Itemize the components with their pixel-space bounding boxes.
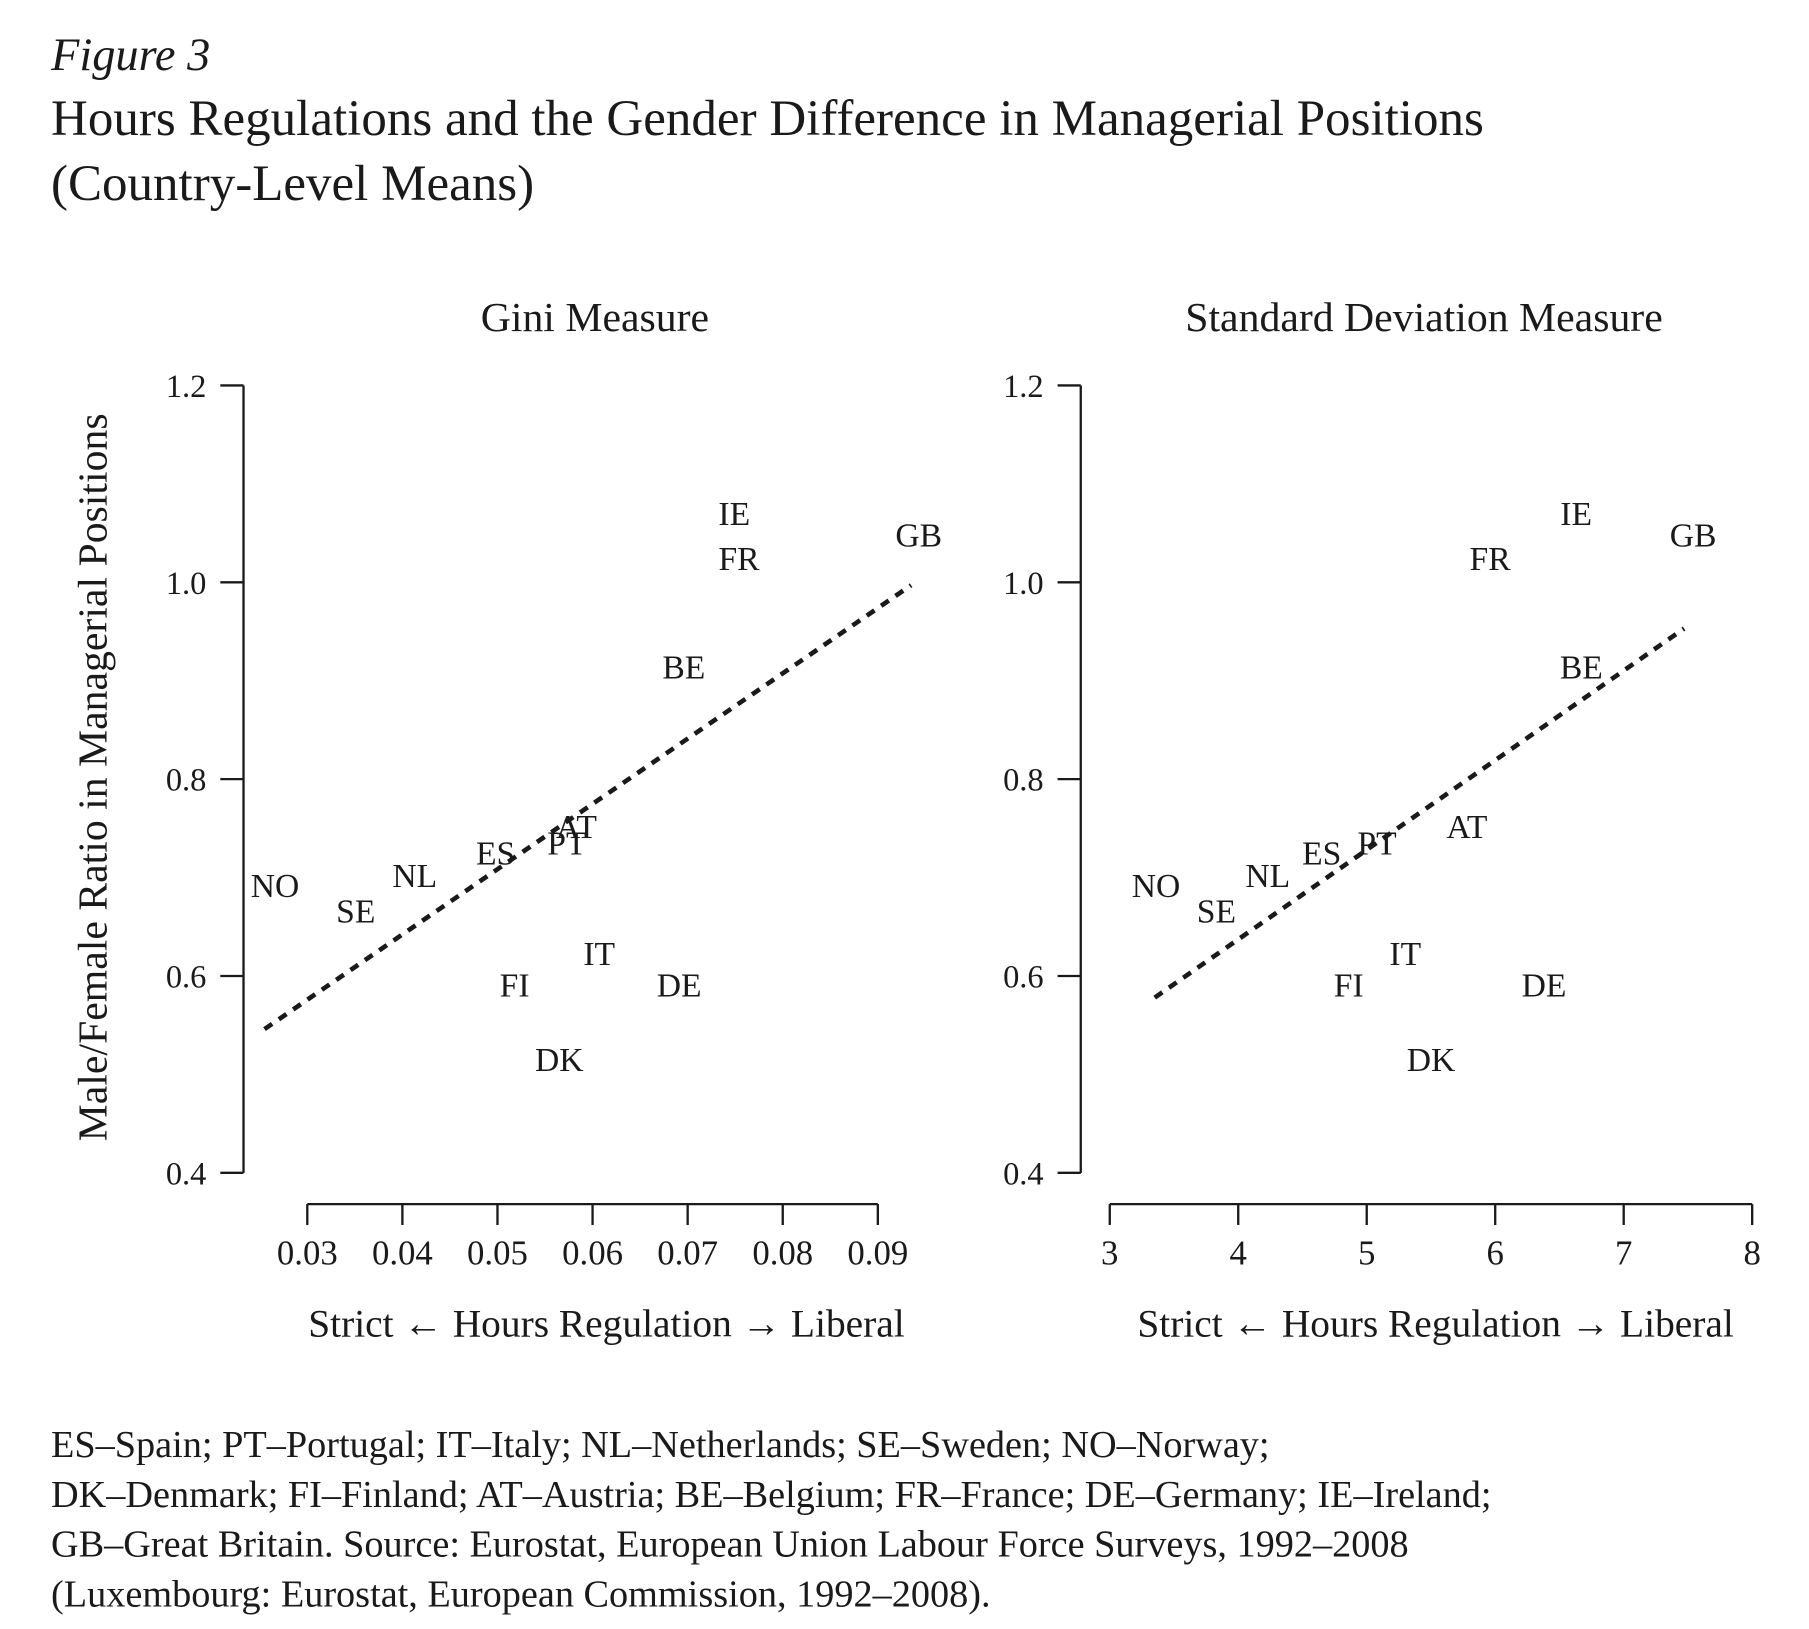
figure-label: Figure 3 [50, 30, 210, 81]
point-label: SE [336, 894, 375, 931]
point-label: FR [718, 541, 760, 578]
y-tick-label: 1.0 [166, 566, 207, 602]
y-tick-label: 0.4 [1003, 1156, 1044, 1192]
point-label: NO [251, 868, 300, 905]
point-label: ES [1302, 836, 1341, 873]
point-label: IT [1389, 936, 1421, 973]
point-label: DK [1407, 1042, 1456, 1079]
point-label: IT [583, 936, 615, 973]
caption-line: GB–Great Britain. Source: Eurostat, Euro… [51, 1524, 1409, 1566]
point-label: PT [547, 826, 586, 863]
y-tick-label: 0.4 [166, 1156, 207, 1192]
point-label: GB [895, 518, 942, 555]
x-tick-label: 0.04 [372, 1233, 433, 1272]
caption-line: ES–Spain; PT–Portugal; IT–Italy; NL–Neth… [51, 1424, 1270, 1466]
point-label: BE [662, 650, 705, 687]
y-tick-label: 1.0 [1003, 566, 1044, 602]
y-tick-label: 0.8 [1003, 763, 1044, 799]
chart-title: Standard Deviation Measure [1185, 295, 1662, 341]
y-tick-label: 0.8 [166, 763, 207, 799]
x-axis-label: Strict ← Hours Regulation → Liberal [308, 1301, 905, 1345]
x-tick-label: 6 [1487, 1233, 1504, 1272]
x-tick-label: 0.08 [752, 1233, 813, 1272]
y-axis-label: Male/Female Ratio in Managerial Position… [71, 413, 117, 1141]
chart-title: Gini Measure [481, 295, 709, 341]
point-label: AT [556, 809, 597, 846]
point-label: FI [1334, 967, 1364, 1004]
trend-line [1153, 626, 1686, 1000]
point-label: NO [1132, 868, 1181, 905]
point-label: NL [1245, 858, 1290, 895]
x-tick-label: 3 [1101, 1233, 1118, 1272]
point-label: AT [1446, 809, 1487, 846]
x-axis-label: Strict ← Hours Regulation → Liberal [1137, 1301, 1734, 1345]
y-tick-label: 0.6 [166, 960, 207, 996]
point-label: DK [535, 1042, 584, 1079]
y-tick-label: 0.6 [1003, 960, 1044, 996]
x-tick-label: 0.03 [277, 1233, 338, 1272]
x-tick-label: 0.06 [562, 1233, 623, 1272]
point-label: BE [1560, 650, 1603, 687]
trend-line [263, 583, 913, 1032]
point-label: SE [1197, 894, 1236, 931]
x-tick-label: 0.05 [467, 1233, 528, 1272]
figure-subtitle: (Country-Level Means) [51, 156, 534, 212]
caption-line: (Luxembourg: Eurostat, European Commissi… [51, 1574, 991, 1616]
point-label: NL [392, 858, 437, 895]
x-tick-label: 0.09 [847, 1233, 908, 1272]
point-label: DE [1522, 967, 1567, 1004]
x-tick-label: 8 [1743, 1233, 1760, 1272]
point-label: PT [1357, 826, 1396, 863]
y-tick-label: 1.2 [1003, 369, 1044, 405]
point-label: FI [500, 967, 530, 1004]
point-label: GB [1670, 518, 1717, 555]
x-tick-label: 0.07 [657, 1233, 718, 1272]
point-label: IE [718, 496, 750, 533]
point-label: ES [476, 836, 515, 873]
y-tick-label: 1.2 [166, 369, 207, 405]
point-label: IE [1560, 496, 1592, 533]
x-tick-label: 7 [1615, 1233, 1632, 1272]
point-label: DE [657, 967, 702, 1004]
point-label: FR [1470, 541, 1512, 578]
figure-title: Hours Regulations and the Gender Differe… [51, 91, 1484, 147]
x-tick-label: 4 [1230, 1233, 1247, 1272]
caption-line: DK–Denmark; FI–Finland; AT–Austria; BE–B… [51, 1474, 1492, 1516]
x-tick-label: 5 [1358, 1233, 1375, 1272]
